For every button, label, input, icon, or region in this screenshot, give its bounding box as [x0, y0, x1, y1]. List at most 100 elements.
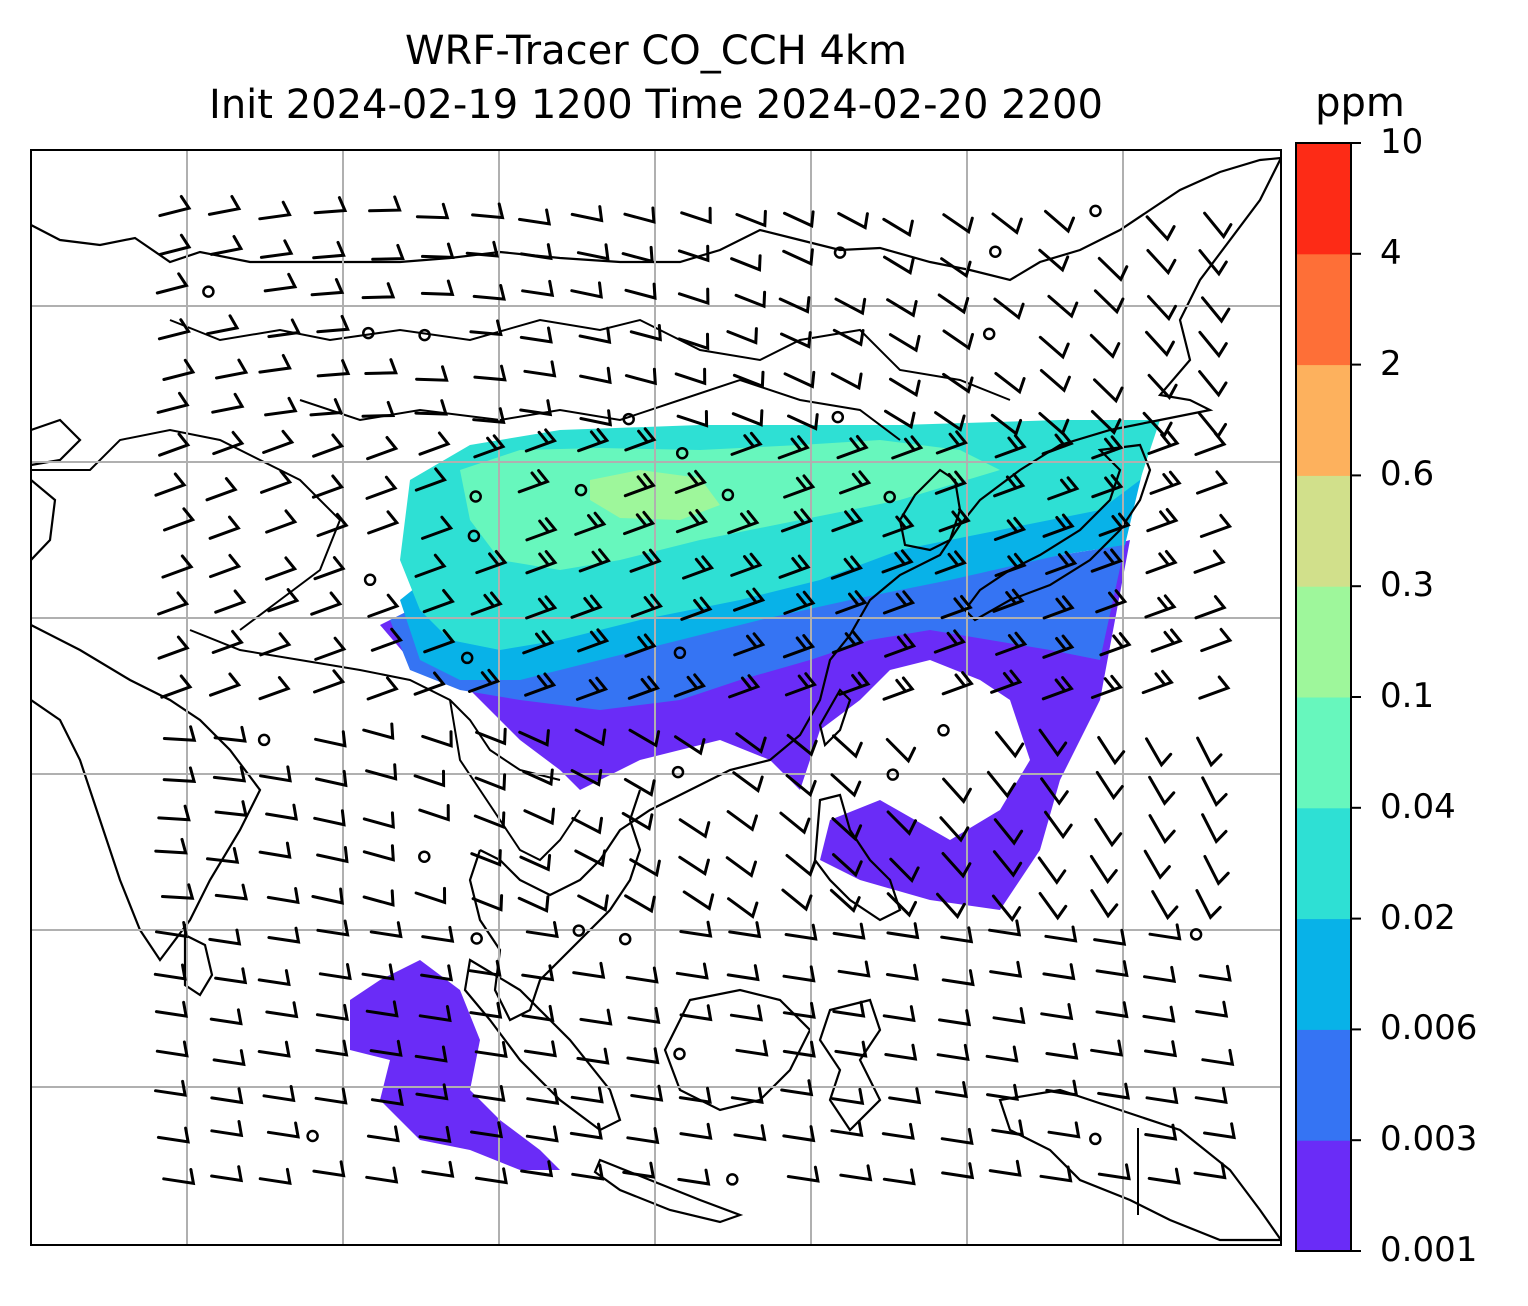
wind-barb [783, 370, 816, 389]
wind-barb [571, 816, 603, 835]
wind-barb [783, 210, 815, 229]
colorbar-tick-label: 0.006 [1380, 1008, 1478, 1049]
wind-barb [522, 630, 555, 655]
wind-barb [682, 890, 715, 911]
wind-barb [733, 632, 766, 657]
wind-barb [366, 676, 399, 701]
wind-barb [209, 1008, 243, 1026]
wind-barb [735, 1039, 769, 1057]
wind-barb [206, 314, 240, 336]
wind-barb [936, 892, 966, 920]
wind-barb-calm [618, 932, 632, 946]
wind-barb [421, 925, 455, 943]
wind-barb [783, 590, 816, 615]
wind-barb [521, 279, 555, 297]
wind-barb [525, 517, 558, 542]
wind-barb [518, 729, 550, 747]
wind-barb [1147, 1167, 1181, 1185]
wind-barb [579, 366, 612, 385]
wind-barb [624, 894, 656, 914]
wind-barb [1039, 1165, 1073, 1183]
wind-barb [995, 631, 1028, 656]
wind-barb [941, 969, 975, 987]
wind-barb [941, 852, 972, 879]
wind-barb [940, 257, 972, 279]
wind-barb [468, 959, 502, 977]
wind-barb-calm [202, 285, 215, 298]
wind-barb [735, 209, 767, 228]
wind-barb [677, 244, 710, 263]
wind-barb [161, 883, 195, 900]
wind-barb [210, 235, 244, 256]
wind-barb [1142, 1005, 1176, 1023]
wind-barb [941, 671, 974, 696]
title-line-2: Init 2024-02-19 1200 Time 2024-02-20 220… [209, 82, 1103, 128]
wind-barb [1042, 963, 1076, 981]
wind-barb [472, 407, 506, 424]
wind-barb [1203, 211, 1233, 240]
wind-barb [1200, 627, 1233, 653]
wind-barb [1195, 889, 1222, 920]
wind-barb [572, 961, 606, 979]
coastline-philippines [813, 793, 902, 922]
wind-barb [1193, 549, 1226, 574]
wind-barb [158, 195, 192, 218]
wind-barb [1042, 513, 1075, 538]
wind-barb [153, 963, 187, 981]
wind-barb [370, 1088, 404, 1106]
wind-barb [988, 919, 1022, 937]
wind-barb [312, 433, 345, 458]
wind-barb [939, 816, 970, 843]
wind-barb [364, 358, 398, 375]
tracer-contour-0.04 [460, 440, 1000, 570]
wind-barb [938, 1009, 972, 1027]
wind-barb [361, 282, 396, 300]
wind-barb [990, 669, 1023, 694]
wind-barb [884, 409, 916, 430]
wind-barb [259, 765, 292, 783]
wind-barb [835, 590, 868, 615]
wind-barb [1151, 890, 1179, 921]
wind-barb [785, 854, 817, 877]
colorbar-tick-label: 0.6 [1380, 454, 1435, 495]
wind-barb [1089, 854, 1118, 885]
wind-barb [365, 475, 398, 500]
wind-barb [469, 319, 503, 337]
wind-barb [522, 768, 554, 787]
wind-barb [626, 1047, 660, 1065]
coastline-asia-north [31, 156, 1281, 282]
coastline-taiwan [818, 688, 852, 748]
wind-barb [839, 1164, 873, 1182]
gridlines [31, 150, 1281, 1245]
wind-barb [1145, 330, 1175, 357]
wind-barb [831, 817, 863, 842]
wind-barb [314, 730, 347, 748]
wind-barb [679, 1004, 713, 1022]
wind-barb [267, 926, 301, 944]
wind-barb [474, 773, 507, 792]
wind-barb [992, 850, 1023, 878]
wind-barb [362, 889, 395, 907]
wind-barb [730, 552, 763, 577]
wind-barb [312, 1160, 346, 1178]
wind-barb [1095, 1001, 1129, 1019]
wind-barb [1040, 777, 1069, 806]
wind-barb [830, 372, 863, 391]
wind-barb [989, 960, 1023, 978]
wind-barb [784, 923, 818, 941]
wind-barb [525, 550, 558, 575]
wind-barb [628, 728, 661, 748]
wind-barb [310, 278, 345, 297]
wind-barb [834, 1040, 868, 1058]
wind-barb [728, 921, 762, 939]
wind-barb [942, 213, 974, 235]
colorbar-tick-label: 0.1 [1380, 676, 1435, 716]
wind-barb [1044, 209, 1075, 234]
wind-barb [315, 1039, 349, 1057]
wind-barb [258, 841, 292, 859]
wind-barb [676, 410, 709, 428]
wind-barb [786, 733, 818, 757]
wind-barb [1148, 775, 1176, 806]
wind-barb [215, 358, 249, 380]
